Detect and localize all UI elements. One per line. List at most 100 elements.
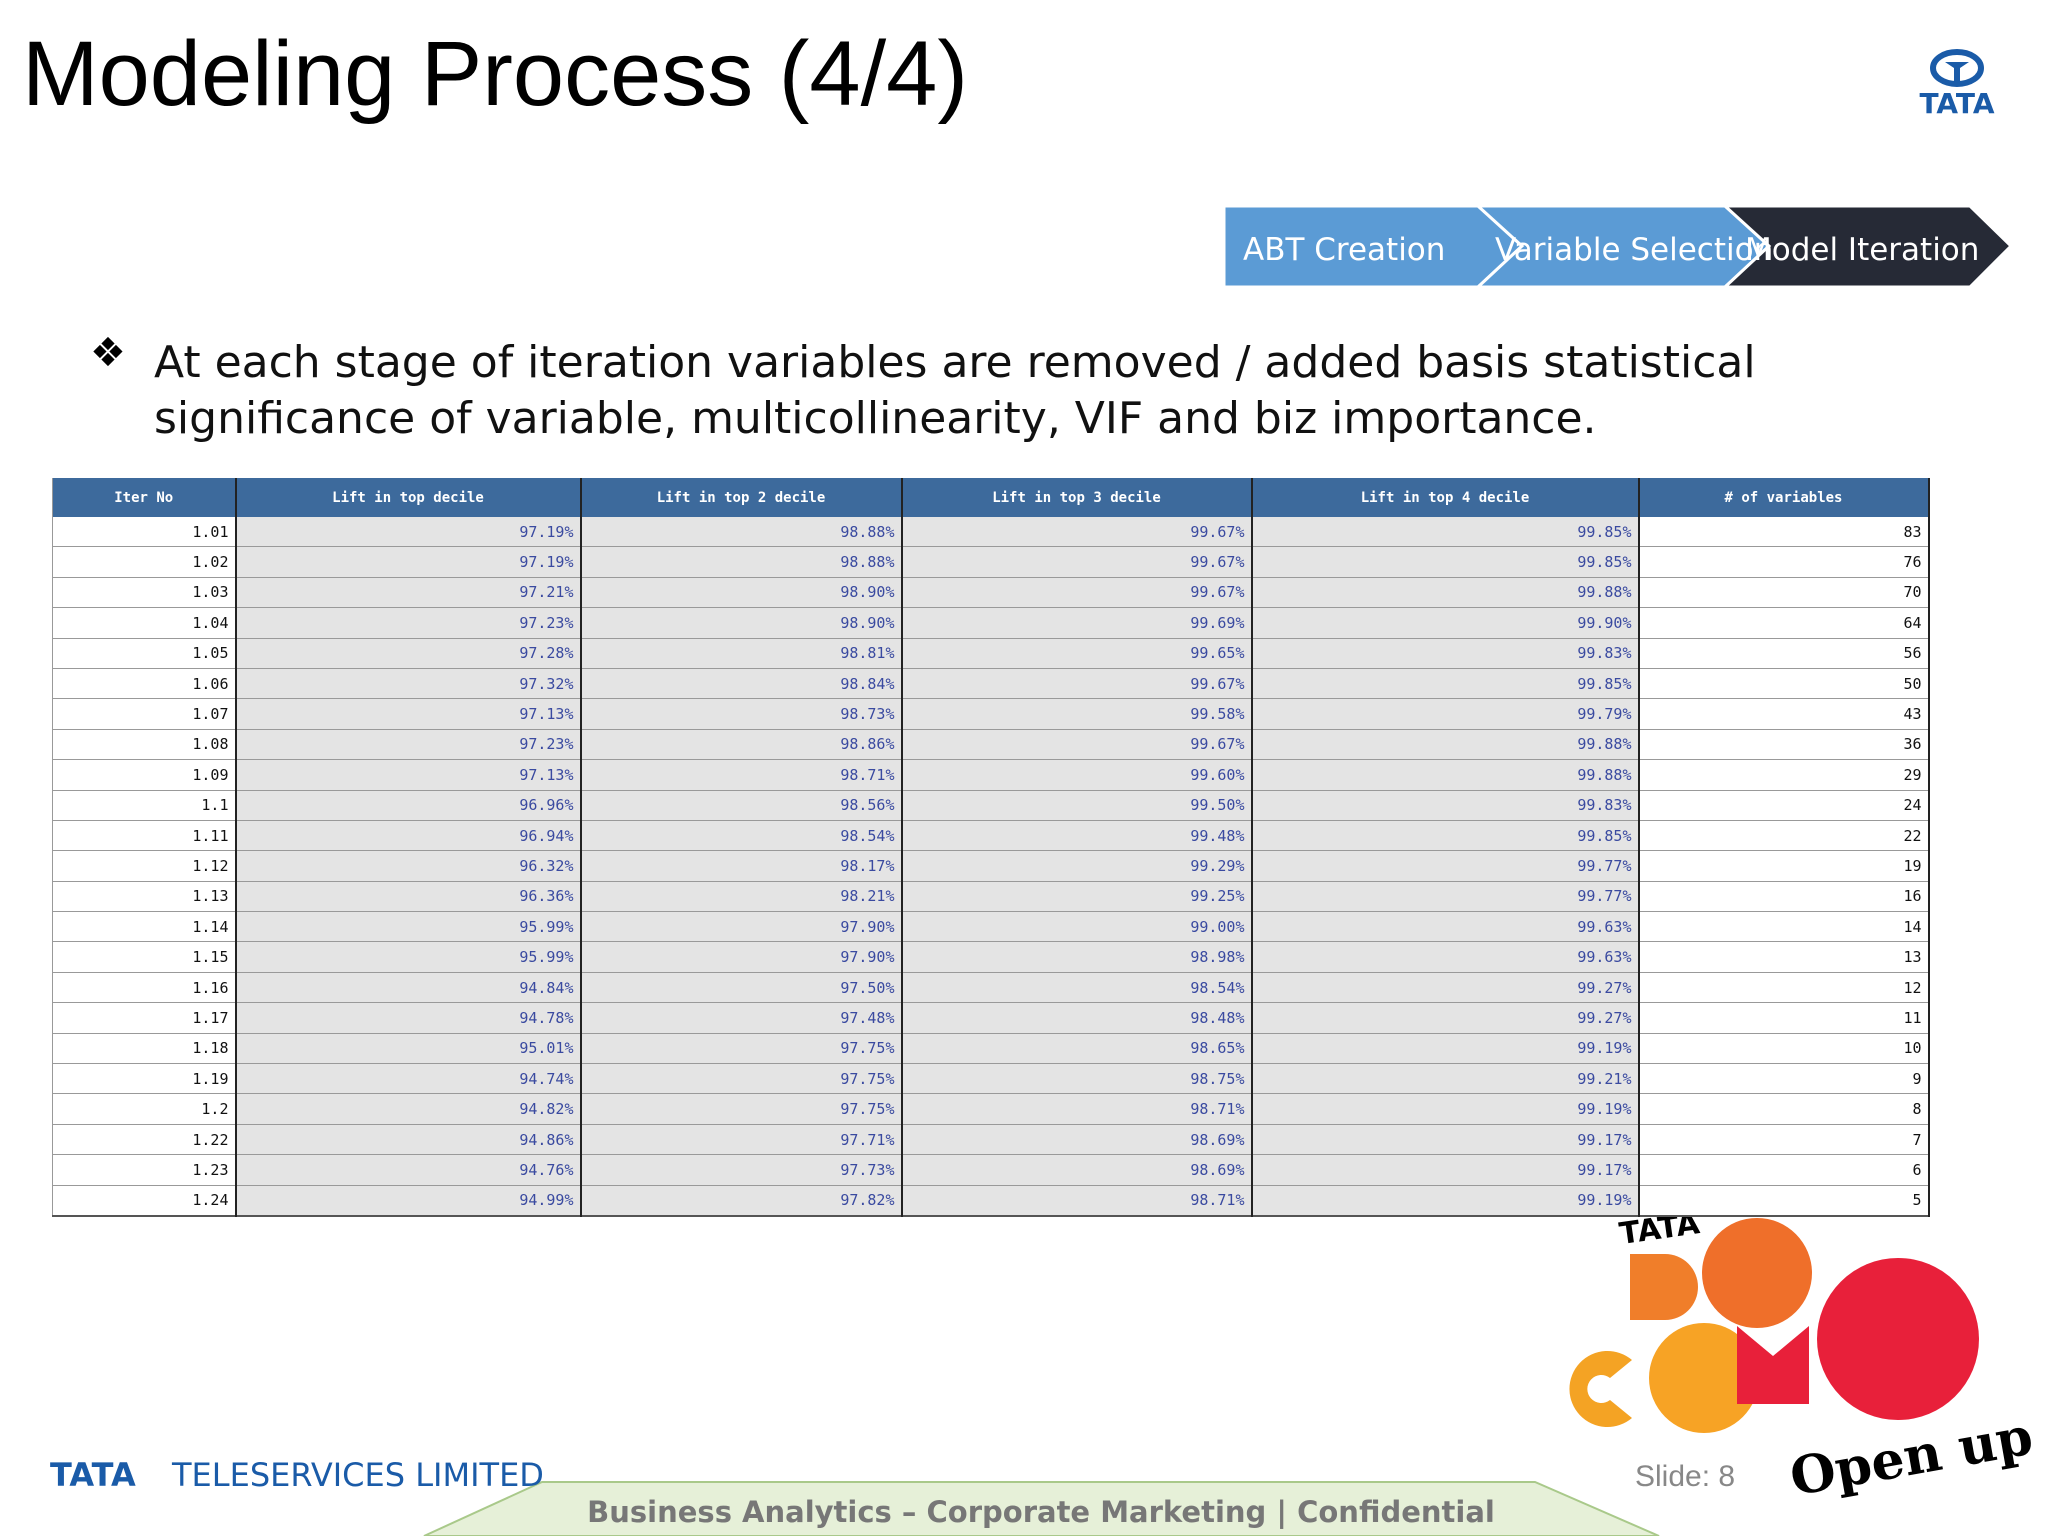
table-cell: 99.60%	[901, 759, 1253, 791]
company-mark: TATA	[50, 1456, 136, 1494]
column-header: Lift in top 3 decile	[901, 478, 1253, 517]
table-cell: 76	[1638, 546, 1930, 578]
table-row: 1.02 97.19% 98.88% 99.67% 99.85% 76	[52, 546, 1930, 578]
table-cell: 50	[1638, 668, 1930, 700]
table-cell: 99.00%	[901, 911, 1253, 943]
table-cell: 99.85%	[1251, 820, 1640, 852]
table-cell: 64	[1638, 607, 1930, 639]
table-row: 1.03 97.21% 98.90% 99.67% 99.88% 70	[52, 577, 1930, 609]
table-row: 1.18 95.01% 97.75% 98.65% 99.19% 10	[52, 1033, 1930, 1065]
table-cell: 95.01%	[235, 1033, 582, 1065]
table-cell: 1.06	[52, 668, 237, 700]
column-header: Lift in top decile	[235, 478, 582, 517]
table-row: 1.16 94.84% 97.50% 98.54% 99.27% 12	[52, 972, 1930, 1004]
table-cell: 1.24	[52, 1185, 237, 1217]
table-cell: 83	[1638, 517, 1930, 548]
table-cell: 56	[1638, 638, 1930, 669]
table-cell: 99.85%	[1251, 668, 1640, 700]
table-cell: 97.71%	[580, 1124, 903, 1156]
table-cell: 99.67%	[901, 517, 1253, 548]
table-cell: 98.88%	[580, 546, 903, 578]
table-cell: 99.85%	[1251, 517, 1640, 548]
table-cell: 1.02	[52, 546, 237, 578]
table-cell: 12	[1638, 972, 1930, 1004]
table-cell: 98.65%	[901, 1033, 1253, 1065]
table-cell: 97.75%	[580, 1033, 903, 1065]
table-row: 1.1 96.96% 98.56% 99.50% 99.83% 24	[52, 790, 1930, 821]
results-table: Iter No Lift in top decile Lift in top 2 d…	[52, 478, 1930, 1217]
table-cell: 1.22	[52, 1124, 237, 1156]
table-cell: 1.15	[52, 941, 237, 973]
table-cell: 9	[1638, 1063, 1930, 1095]
table-cell: 97.23%	[235, 607, 582, 639]
table-cell: 97.90%	[580, 911, 903, 943]
table-cell: 1.17	[52, 1002, 237, 1034]
table-cell: 1.19	[52, 1063, 237, 1095]
table-cell: 1.04	[52, 607, 237, 639]
table-cell: 1.05	[52, 638, 237, 669]
table-cell: 94.78%	[235, 1002, 582, 1034]
table-cell: 98.81%	[580, 638, 903, 669]
slide-number: Slide: 8	[1635, 1460, 1735, 1493]
table-cell: 98.54%	[901, 972, 1253, 1004]
table-cell: 1.14	[52, 911, 237, 943]
table-row: 1.23 94.76% 97.73% 98.69% 99.17% 6	[52, 1154, 1930, 1186]
table-cell: 99.19%	[1251, 1185, 1640, 1217]
table-row: 1.17 94.78% 97.48% 98.48% 99.27% 11	[52, 1002, 1930, 1034]
table-cell: 98.71%	[580, 759, 903, 791]
column-header: # of variables	[1638, 478, 1930, 517]
table-cell: 99.58%	[901, 698, 1253, 730]
table-cell: 99.67%	[901, 577, 1253, 609]
table-row: 1.05 97.28% 98.81% 99.65% 99.83% 56	[52, 638, 1930, 669]
table-cell: 98.56%	[580, 790, 903, 821]
table-cell: 97.23%	[235, 729, 582, 761]
table-cell: 98.73%	[580, 698, 903, 730]
table-cell: 96.36%	[235, 881, 582, 913]
table-cell: 99.88%	[1251, 577, 1640, 609]
table-cell: 98.84%	[580, 668, 903, 700]
docomo-logo: TATA Open up	[1569, 1206, 2037, 1508]
table-cell: 95.99%	[235, 911, 582, 943]
table-cell: 94.74%	[235, 1063, 582, 1095]
table-cell: 98.88%	[580, 517, 903, 548]
table-cell: 1.08	[52, 729, 237, 761]
table-row: 1.19 94.74% 97.75% 98.75% 99.21% 9	[52, 1063, 1930, 1095]
table-cell: 99.83%	[1251, 790, 1640, 821]
table-cell: 19	[1638, 850, 1930, 882]
table-cell: 36	[1638, 729, 1930, 761]
table-cell: 1.13	[52, 881, 237, 913]
table-cell: 94.84%	[235, 972, 582, 1004]
table-cell: 98.98%	[901, 941, 1253, 973]
process-flow: ABT Creation Variable Selection Model It…	[1222, 204, 2014, 289]
table-row: 1.11 96.94% 98.54% 99.48% 99.85% 22	[52, 820, 1930, 852]
slide-title: Modeling Process (4/4)	[22, 23, 968, 125]
table-cell: 1.16	[52, 972, 237, 1004]
table-cell: 94.76%	[235, 1154, 582, 1186]
table-cell: 97.21%	[235, 577, 582, 609]
table-cell: 10	[1638, 1033, 1930, 1065]
table-cell: 98.90%	[580, 577, 903, 609]
table-cell: 99.79%	[1251, 698, 1640, 730]
table-cell: 97.48%	[580, 1002, 903, 1034]
table-row: 1.09 97.13% 98.71% 99.60% 99.88% 29	[52, 759, 1930, 791]
footer-text: Business Analytics – Corporate Marketing…	[587, 1495, 1495, 1529]
table-cell: 1.18	[52, 1033, 237, 1065]
table-cell: 99.65%	[901, 638, 1253, 669]
table-cell: 22	[1638, 820, 1930, 852]
footer-band	[423, 1481, 1660, 1536]
table-cell: 99.77%	[1251, 850, 1640, 882]
table-cell: 94.99%	[235, 1185, 582, 1217]
table-row: 1.04 97.23% 98.90% 99.69% 99.90% 64	[52, 607, 1930, 639]
table-cell: 1.23	[52, 1154, 237, 1186]
column-header: Iter No	[52, 478, 237, 517]
table-cell: 24	[1638, 790, 1930, 821]
table-cell: 99.63%	[1251, 911, 1640, 943]
table-cell: 99.67%	[901, 546, 1253, 578]
table-cell: 97.50%	[580, 972, 903, 1004]
column-header: Lift in top 4 decile	[1251, 478, 1640, 517]
table-cell: 99.63%	[1251, 941, 1640, 973]
table-cell: 99.88%	[1251, 759, 1640, 791]
table-cell: 11	[1638, 1002, 1930, 1034]
table-cell: 99.90%	[1251, 607, 1640, 639]
